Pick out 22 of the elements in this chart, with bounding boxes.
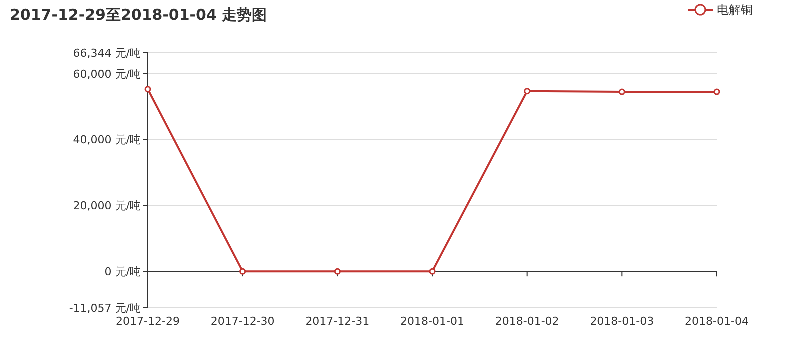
y-tick-label: 66,344 元/吨 [73,46,141,60]
x-tick-label: 2018-01-01 [400,315,464,328]
point [429,268,436,275]
x-tick-label: 2017-12-31 [306,315,370,328]
x-tick-label: 2018-01-03 [590,315,654,328]
y-tick-label: -11,057 元/吨 [69,302,141,315]
legend-label: 电解铜 [717,3,753,18]
chart-title: 2017-12-29至2018-01-04 走势图 [10,6,268,24]
point [618,88,626,96]
point [714,88,720,96]
y-tick-label: 0 元/吨 [104,265,141,278]
point [144,86,152,93]
point [524,88,531,95]
y-tick-label: 60,000 元/吨 [73,68,141,81]
y-tick-label: 20,000 元/吨 [73,200,141,213]
x-tick-label: 2017-12-29 [116,315,180,328]
point [334,268,341,275]
point [240,268,246,275]
x-tick-label: 2018-01-02 [495,315,560,328]
y-tick-label: 40,000 元/吨 [73,134,141,147]
x-tick-label: 2018-01-04 [685,315,749,328]
x-tick-label: 2017-12-30 [210,315,275,328]
